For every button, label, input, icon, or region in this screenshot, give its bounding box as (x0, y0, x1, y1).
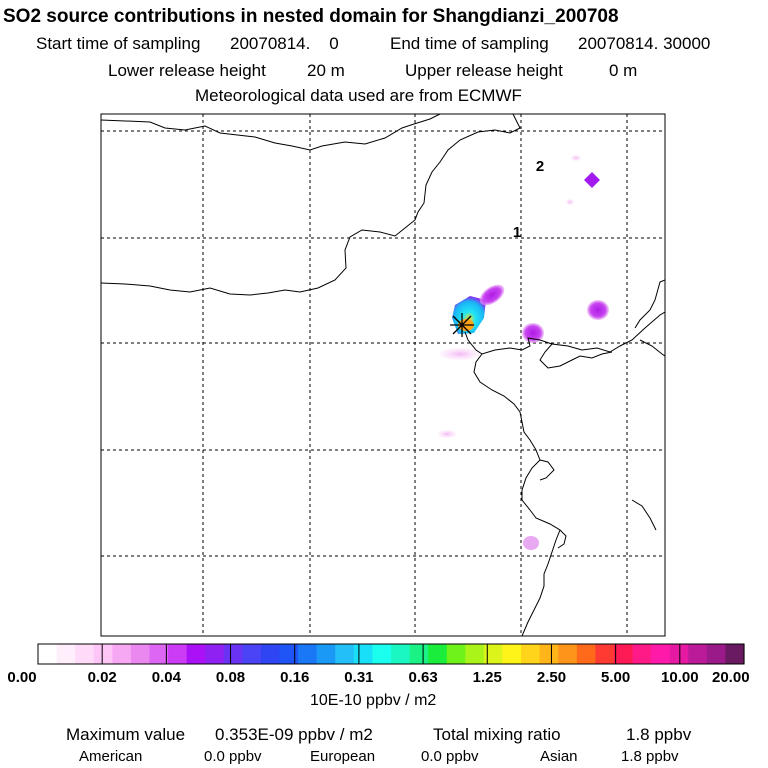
european-label: European (310, 748, 376, 765)
colorbar-segment (502, 644, 522, 664)
colorbar-segment (242, 644, 262, 664)
colorbar-segment (725, 644, 745, 664)
colorbar-label: 1.25 (472, 669, 502, 686)
american-value: 0.0 ppbv (204, 748, 262, 765)
colorbar-segment (260, 644, 281, 664)
colorbar-label: 0.63 (408, 669, 438, 686)
asian-label: Asian (540, 748, 578, 765)
marker-label-2: 2 (536, 158, 544, 175)
colorbar-label: 0.31 (344, 669, 374, 686)
colorbar-segment (465, 644, 485, 664)
concentration-field (438, 155, 609, 550)
lat-lon-grid (101, 114, 665, 636)
colorbar-segment (521, 644, 541, 664)
marker-label-1: 1 (513, 224, 521, 241)
colorbar-segment (298, 644, 318, 664)
colorbar-segment (558, 644, 578, 664)
colorbar-segment (93, 644, 113, 664)
colorbar-segment (539, 644, 559, 664)
colorbar-segment (651, 644, 671, 664)
page-title: SO2 source contributions in nested domai… (3, 6, 619, 27)
plume-ne (479, 284, 505, 306)
colorbar-label: 20.00 (712, 669, 750, 686)
colorbar-label: 2.50 (536, 669, 567, 686)
colorbar-segment (428, 644, 448, 664)
map-frame (100, 113, 666, 637)
colorbar-segment (38, 644, 58, 664)
colorbar-segment (205, 644, 225, 664)
colorbar-segment (149, 644, 169, 664)
colorbar-segment (391, 644, 411, 664)
upper-height-value: 0 m (609, 61, 638, 80)
colorbar-segment (112, 644, 132, 664)
end-time-label: End time of sampling (390, 34, 549, 53)
coastlines (101, 114, 665, 636)
colorbar-segment (168, 644, 188, 664)
colorbar-segment (669, 644, 689, 664)
upper-height-label: Upper release height (405, 61, 563, 80)
colorbar-segment (75, 644, 95, 664)
colorbar-label: 0.08 (215, 669, 246, 686)
colorbar (38, 644, 745, 664)
colorbar-segment (706, 644, 727, 664)
plume-south (523, 536, 539, 550)
map-area: 2 1 (101, 114, 665, 636)
start-time-value: 20070814. 0 (230, 34, 339, 53)
colorbar-segment (576, 644, 596, 664)
colorbar-segment (335, 644, 355, 664)
colorbar-segment (613, 644, 634, 664)
colorbar-segment (688, 644, 708, 664)
plume-faint-4 (438, 430, 456, 438)
total-mixing-label: Total mixing ratio (433, 725, 561, 744)
colorbar-segment (56, 644, 76, 664)
plume-faint-1 (571, 155, 581, 161)
colorbar-segment (130, 644, 151, 664)
european-value: 0.0 ppbv (421, 748, 479, 765)
colorbar-segment (409, 644, 429, 664)
start-time-label: Start time of sampling (36, 34, 201, 53)
max-value: 0.353E-09 ppbv / m2 (215, 725, 373, 744)
colorbar-segment (353, 644, 374, 664)
colorbar-label: 0.04 (151, 669, 181, 686)
colorbar-segment (595, 644, 615, 664)
total-mixing-value: 1.8 ppbv (626, 725, 692, 744)
plume-east (587, 300, 609, 320)
colorbar-label: 0.02 (87, 669, 117, 686)
colorbar-label: 0.00 (7, 669, 37, 686)
colorbar-segment (316, 644, 336, 664)
plume-north (584, 172, 600, 188)
met-source: Meteorological data used are from ECMWF (195, 86, 522, 105)
plume-faint-3 (440, 348, 480, 360)
lower-height-label: Lower release height (108, 61, 266, 80)
colorbar-unit: 10E-10 ppbv / m2 (310, 692, 437, 709)
colorbar-segment (279, 644, 299, 664)
plume-faint-2 (566, 199, 574, 205)
colorbar-segment (223, 644, 243, 664)
colorbar-segment (446, 644, 466, 664)
asian-value: 1.8 ppbv (621, 748, 679, 765)
colorbar-segment (372, 644, 392, 664)
colorbar-segment (632, 644, 652, 664)
lower-height-value: 20 m (307, 61, 345, 80)
release-site-marker (450, 313, 474, 337)
colorbar-label: 0.16 (280, 669, 310, 686)
colorbar-segment (186, 644, 206, 664)
colorbar-label: 5.00 (601, 669, 631, 686)
colorbar-segment (483, 644, 504, 664)
end-time-value: 20070814. 30000 (578, 34, 711, 53)
american-label: American (79, 748, 143, 765)
colorbar-ticks (37, 644, 745, 664)
colorbar-label: 10.00 (661, 669, 699, 686)
max-value-label: Maximum value (66, 725, 186, 744)
